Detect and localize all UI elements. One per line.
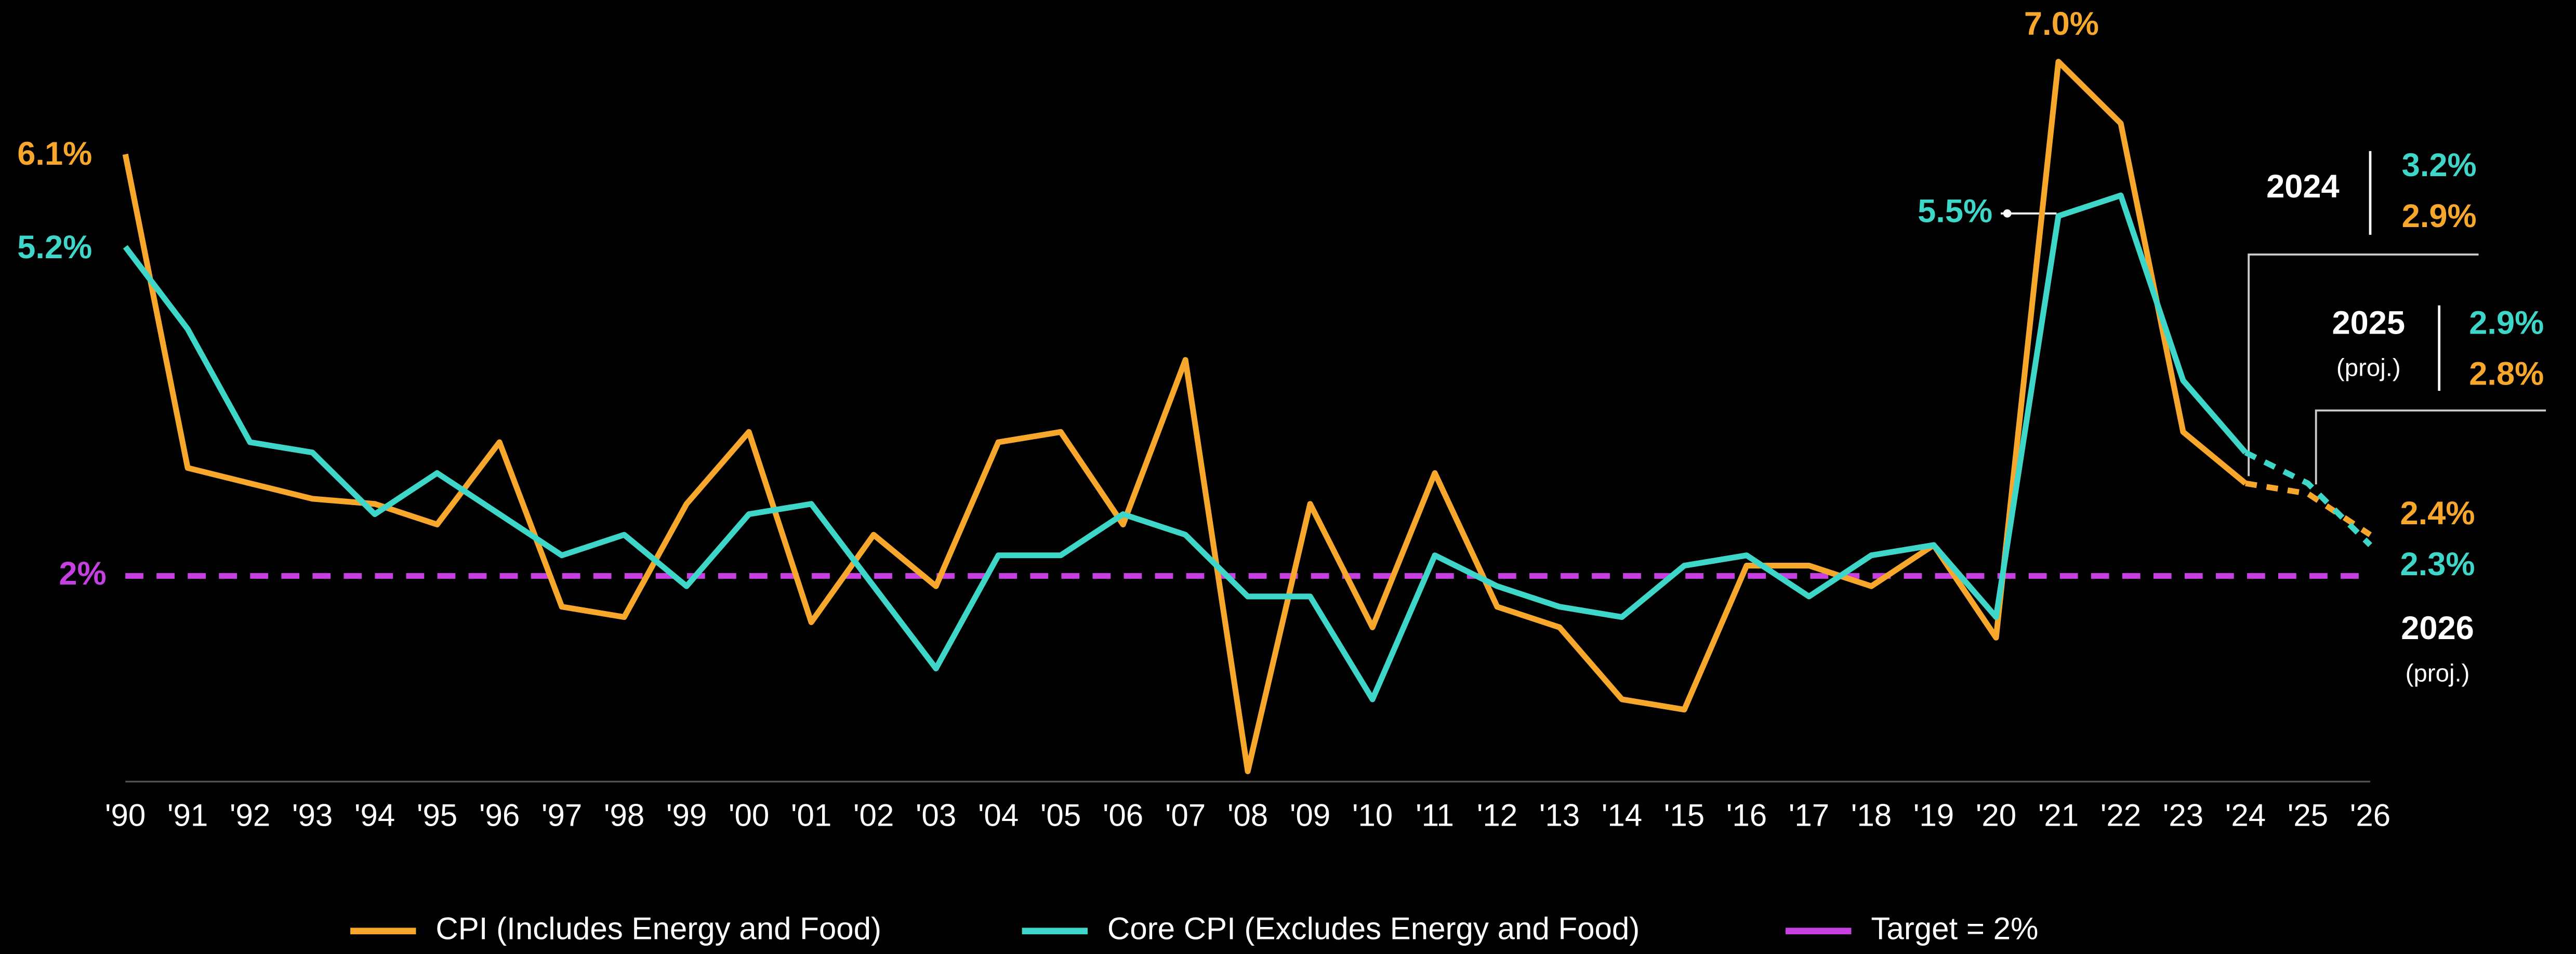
x-tick-label: '06: [1103, 798, 1143, 833]
x-tick-label: '20: [1976, 798, 2016, 833]
x-tick-label: '15: [1664, 798, 1705, 833]
series-line: [2244, 449, 2372, 547]
x-tick-label: '22: [2101, 798, 2141, 833]
x-tick-label: '09: [1290, 798, 1330, 833]
x-tick-label: '18: [1851, 798, 1892, 833]
leader-dot: [2003, 209, 2012, 218]
x-tick-label: '95: [417, 798, 457, 833]
x-tick-label: '03: [916, 798, 956, 833]
annotation-note: (proj.): [2406, 659, 2470, 687]
x-tick-label: '07: [1165, 798, 1206, 833]
x-tick-label: '99: [666, 798, 707, 833]
x-tick-label: '25: [2288, 798, 2328, 833]
x-tick-label: '94: [354, 798, 395, 833]
x-tick-label: '10: [1352, 798, 1393, 833]
x-tick-label: '08: [1227, 798, 1268, 833]
x-tick-label: '00: [729, 798, 769, 833]
x-tick-label: '19: [1913, 798, 1954, 833]
bracket: [2315, 409, 2546, 485]
value-label: 5.2%: [17, 229, 92, 266]
x-tick-label: '97: [541, 798, 582, 833]
x-tick-label: '01: [791, 798, 831, 833]
annotation-note: (proj.): [2336, 354, 2401, 382]
value-label: 2.3%: [2400, 546, 2475, 582]
x-tick-label: '04: [978, 798, 1019, 833]
x-tick-label: '93: [292, 798, 333, 833]
x-tick-label: '11: [1416, 798, 1454, 833]
series-line: [123, 192, 2248, 703]
annotation-year: 2026: [2401, 610, 2474, 646]
annotation-year: 2025: [2332, 304, 2406, 341]
legend-label: Core CPI (Excludes Energy and Food): [1107, 911, 1640, 946]
x-tick-label: '12: [1477, 798, 1517, 833]
x-tick-label: '16: [1726, 798, 1767, 833]
legend-label: CPI (Includes Energy and Food): [435, 911, 881, 946]
x-tick-label: '21: [2038, 798, 2079, 833]
value-label: 7.0%: [2024, 6, 2099, 42]
x-tick-label: '92: [230, 798, 270, 833]
x-tick-label: '14: [1602, 798, 1642, 833]
value-label: 3.2%: [2402, 147, 2477, 183]
value-label: 2.9%: [2469, 304, 2544, 341]
x-tick-label: '90: [105, 798, 146, 833]
value-label: 5.5%: [1918, 193, 1992, 229]
value-label: 2.4%: [2400, 495, 2475, 532]
x-tick-label: '91: [167, 798, 208, 833]
bracket: [2248, 253, 2479, 476]
x-tick-label: '02: [853, 798, 894, 833]
value-label: 2.9%: [2402, 198, 2477, 234]
x-tick-label: '23: [2163, 798, 2203, 833]
x-tick-label: '13: [1539, 798, 1580, 833]
series-line: [2245, 480, 2372, 537]
value-label: 2.8%: [2469, 355, 2544, 392]
x-tick-label: '17: [1789, 798, 1829, 833]
x-tick-label: '24: [2225, 798, 2266, 833]
x-tick-label: '96: [479, 798, 520, 833]
x-tick-label: '26: [2350, 798, 2390, 833]
x-tick-label: '98: [604, 798, 644, 833]
x-tick-label: '05: [1040, 798, 1081, 833]
series-line: [122, 59, 2248, 774]
annotation-year: 2024: [2266, 168, 2340, 205]
target-label: 2%: [59, 555, 106, 592]
value-label: 6.1%: [17, 136, 92, 172]
legend-label: Target = 2%: [1871, 911, 2038, 946]
